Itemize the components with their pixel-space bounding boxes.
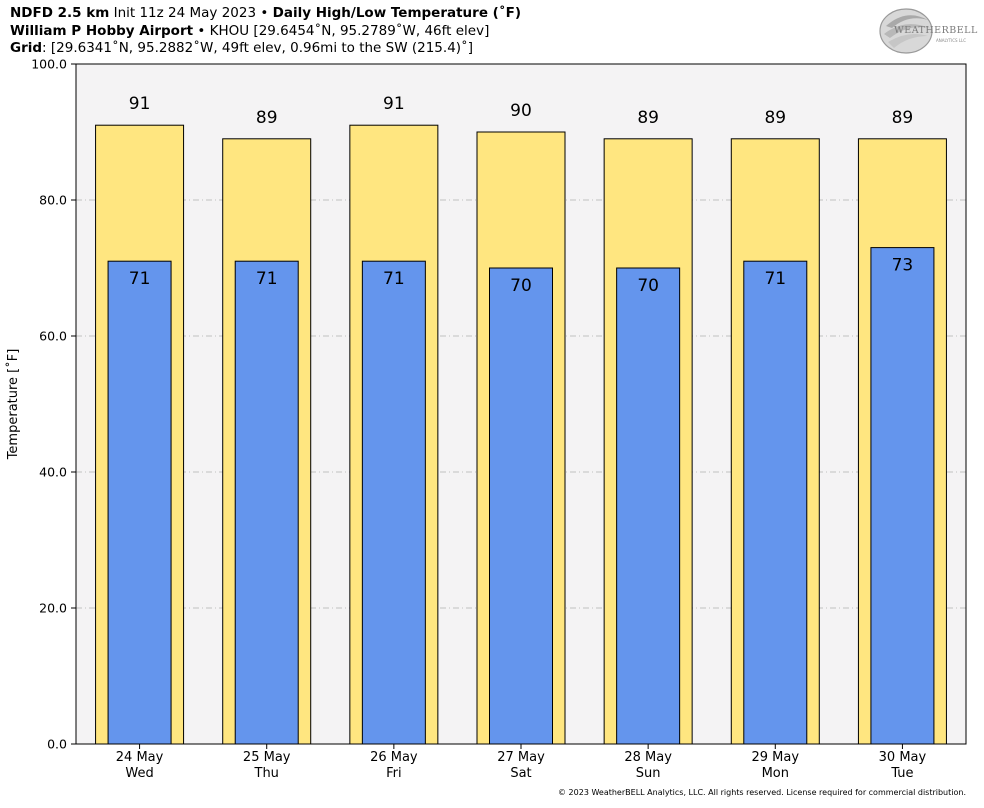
low-temp-label: 71: [383, 269, 405, 289]
x-tick-label-date: 25 May: [243, 750, 291, 765]
y-tick-label: 40.0: [39, 465, 67, 480]
x-tick-label-day: Fri: [386, 766, 402, 781]
y-axis-label: Temperature [˚F]: [5, 349, 21, 461]
high-temp-label: 89: [256, 108, 278, 128]
low-temp-bar: [616, 267, 681, 745]
y-tick-label: 100.0: [31, 57, 67, 72]
header-line-3: Grid: [29.6341˚N, 95.2882˚W, 49ft elev, …: [10, 40, 521, 58]
low-temp-bar: [870, 247, 935, 745]
chart-title: Daily High/Low Temperature (˚F): [272, 5, 521, 21]
model-name: NDFD 2.5 km: [10, 5, 110, 21]
high-temp-label: 90: [510, 101, 532, 121]
logo-text: WEATHERBELL: [894, 25, 978, 36]
high-temp-label: 91: [129, 94, 151, 114]
x-tick-label-date: 30 May: [879, 750, 927, 765]
bars: 91 71 89 71 91 71 90 70 89 70 89 71 89 73: [95, 94, 947, 745]
low-temp-label: 73: [892, 256, 914, 276]
x-tick-label-date: 29 May: [752, 750, 800, 765]
high-temp-label: 89: [637, 108, 659, 128]
low-temp-label: 71: [256, 269, 278, 289]
header-line-2: William P Hobby Airport • KHOU [29.6454˚…: [10, 23, 521, 41]
x-tick-label-day: Mon: [762, 766, 789, 781]
y-axis: 0.0 20.0 40.0 60.0 80.0 100.0: [31, 57, 76, 752]
x-tick-label-date: 24 May: [116, 750, 164, 765]
low-temp-bar: [234, 260, 299, 745]
y-tick-label: 80.0: [39, 193, 67, 208]
plot-frame: [75, 63, 967, 745]
init-time: Init 11z 24 May 2023: [113, 5, 257, 21]
header-separator: •: [260, 5, 269, 21]
y-tick-label: 0.0: [47, 737, 67, 752]
y-tick-label: 20.0: [39, 601, 67, 616]
weatherbell-logo: WEATHERBELL ANALYTICS LLC: [878, 6, 977, 56]
y-tick-label: 60.0: [39, 329, 67, 344]
high-temp-label: 91: [383, 94, 405, 114]
grid-info: : [29.6341˚N, 95.2882˚W, 49ft elev, 0.96…: [42, 40, 474, 56]
x-tick-label-date: 27 May: [497, 750, 545, 765]
low-temp-bar: [361, 260, 426, 745]
x-tick-label-day: Tue: [890, 766, 913, 781]
low-temp-label: 70: [637, 276, 659, 296]
x-tick-label-day: Thu: [254, 766, 279, 781]
high-temp-label: 89: [764, 108, 786, 128]
station-info: KHOU [29.6454˚N, 95.2789˚W, 46ft elev]: [209, 22, 490, 39]
low-temp-bar: [107, 260, 172, 745]
header-line-1: NDFD 2.5 km Init 11z 24 May 2023 • Daily…: [10, 5, 521, 23]
x-tick-label-day: Sat: [510, 766, 531, 781]
x-tick-label-date: 28 May: [624, 750, 672, 765]
station-name: William P Hobby Airport: [10, 22, 194, 39]
low-temp-bar: [489, 267, 553, 745]
grid-label: Grid: [10, 40, 43, 56]
high-temp-label: 89: [892, 108, 914, 128]
x-tick-label-day: Sun: [636, 766, 661, 781]
weatherbell-swirl-icon: [879, 8, 933, 54]
logo-subtext: ANALYTICS LLC: [936, 38, 967, 43]
x-tick-label-day: Wed: [125, 766, 153, 781]
chart-header: NDFD 2.5 km Init 11z 24 May 2023 • Daily…: [10, 5, 521, 58]
low-temp-bar: [743, 260, 808, 745]
header-separator: •: [197, 22, 206, 39]
low-temp-label: 71: [129, 269, 151, 289]
low-temp-label: 71: [764, 269, 786, 289]
x-tick-label-date: 26 May: [370, 750, 418, 765]
low-temp-label: 70: [510, 276, 532, 296]
copyright-footer: © 2023 WeatherBELL Analytics, LLC. All r…: [558, 788, 966, 797]
